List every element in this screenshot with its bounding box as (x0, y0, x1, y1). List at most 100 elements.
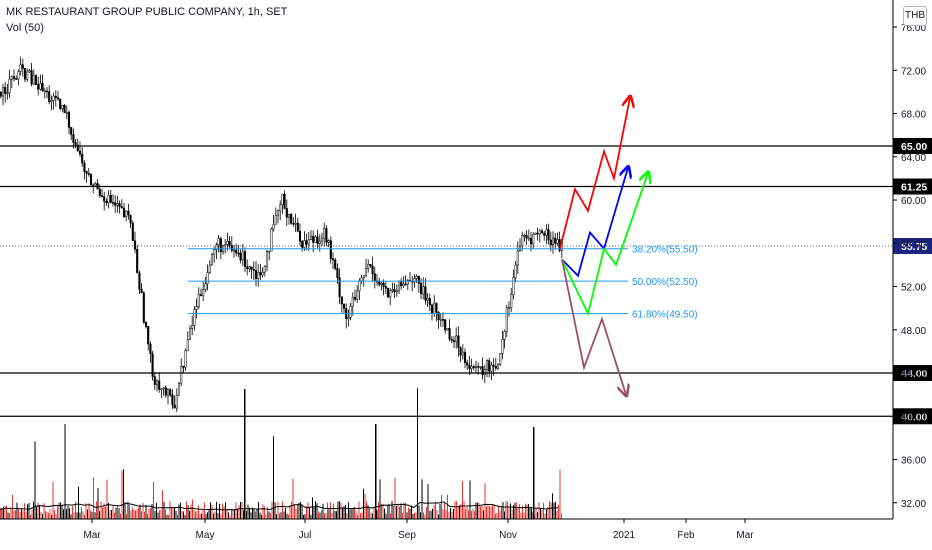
volume-bar (183, 511, 184, 519)
volume-bar (106, 479, 108, 519)
volume-bar (72, 505, 73, 519)
volume-bar (118, 508, 120, 519)
volume-bar (411, 505, 412, 519)
volume-bar (160, 509, 162, 519)
volume-bar (253, 509, 255, 519)
volume-bar (408, 507, 409, 519)
volume-bar (108, 502, 109, 519)
volume-bar (130, 510, 132, 519)
volume-bar (228, 512, 229, 519)
candle-body (118, 203, 121, 207)
fib-label: 38.20%(55.50) (632, 245, 698, 256)
candle-body (441, 319, 445, 321)
candle-body (514, 264, 517, 278)
candle-body (481, 366, 484, 375)
volume-bar (135, 510, 136, 519)
currency-button[interactable]: THB (903, 6, 927, 26)
volume-bar (214, 511, 216, 519)
volume-bar (484, 483, 486, 519)
volume-bar (552, 493, 553, 519)
candle-body (237, 252, 240, 255)
volume-bar (520, 512, 522, 519)
candle-body (369, 264, 372, 267)
candle-body (171, 394, 174, 406)
volume-bar (483, 510, 484, 519)
volume-bar (207, 512, 208, 519)
candle-body (180, 365, 183, 384)
candle-body (8, 78, 11, 94)
candle-body (45, 90, 49, 93)
volume-bar (145, 504, 147, 519)
candle-body (342, 303, 346, 309)
candle-body (501, 339, 504, 354)
candle-body (373, 273, 376, 282)
volume-bar (93, 477, 94, 519)
volume-bar (192, 499, 193, 519)
volume-bar (121, 470, 123, 519)
volume-bar (501, 506, 502, 519)
volume-bar (402, 513, 403, 519)
candle-body (129, 214, 132, 224)
volume-bar (414, 512, 415, 519)
fib-label: 50.00%(52.50) (632, 277, 698, 288)
volume-bar (126, 514, 127, 519)
candle-body (259, 272, 262, 276)
candle-body (151, 353, 154, 377)
volume-bar (343, 506, 345, 519)
volume-bar (274, 502, 276, 519)
candle-body (292, 223, 295, 225)
time-tick-label: Nov (499, 530, 517, 541)
candle-body (444, 319, 447, 331)
chart-title: MK RESTAURANT GROUP PUBLIC COMPANY, 1h, … (6, 6, 288, 18)
candle-body (428, 298, 431, 306)
volume-bar (505, 501, 507, 519)
volume-bar (309, 507, 310, 519)
volume-bar (0, 508, 1, 519)
volume-bar (475, 502, 477, 519)
candle-body (197, 294, 200, 307)
volume-bar (231, 509, 232, 519)
volume-bar (40, 511, 42, 519)
volume-bar (81, 507, 82, 519)
time-tick-label: Mar (736, 530, 754, 541)
candle-body (281, 193, 284, 206)
current-price-label: 55.75 (901, 241, 927, 253)
time-tick-label: Mar (83, 530, 101, 541)
volume-bar (502, 502, 504, 519)
volume-bar (456, 501, 457, 519)
candle-body (50, 100, 53, 103)
volume-bar (513, 505, 514, 519)
candle-body (142, 292, 145, 323)
volume-bar (412, 513, 414, 519)
volume-bar (9, 513, 10, 519)
candle-body (37, 84, 40, 90)
volume-bar (351, 508, 352, 519)
candle-body (270, 228, 273, 252)
volume-bar (498, 506, 499, 519)
volume-bar (234, 509, 235, 519)
candle-body (470, 366, 473, 369)
candle-body (202, 289, 205, 297)
volume-bar (250, 512, 252, 519)
volume-bar (177, 514, 178, 519)
candle-body (474, 366, 478, 369)
candle-body (182, 365, 185, 368)
volume-bar (115, 507, 117, 519)
candle-body (235, 249, 238, 254)
volume-bar (288, 514, 289, 519)
volume-bar (30, 514, 31, 519)
candle-body (382, 282, 385, 287)
volume-bar (369, 508, 370, 519)
volume-bar (165, 509, 166, 519)
volume-bar (507, 501, 508, 519)
candle-body (105, 200, 108, 204)
volume-bar (261, 514, 262, 519)
volume-bar (199, 513, 201, 519)
candle-body (261, 271, 264, 276)
candle-body (334, 259, 337, 269)
candle-body (140, 288, 143, 293)
volume-indicator-label[interactable]: Vol (50) (6, 22, 44, 34)
volume-bar (19, 511, 21, 519)
fibonacci-retracement: 38.20%(55.50) 50.00%(52.50) 61.80%(49.50) (188, 245, 698, 321)
